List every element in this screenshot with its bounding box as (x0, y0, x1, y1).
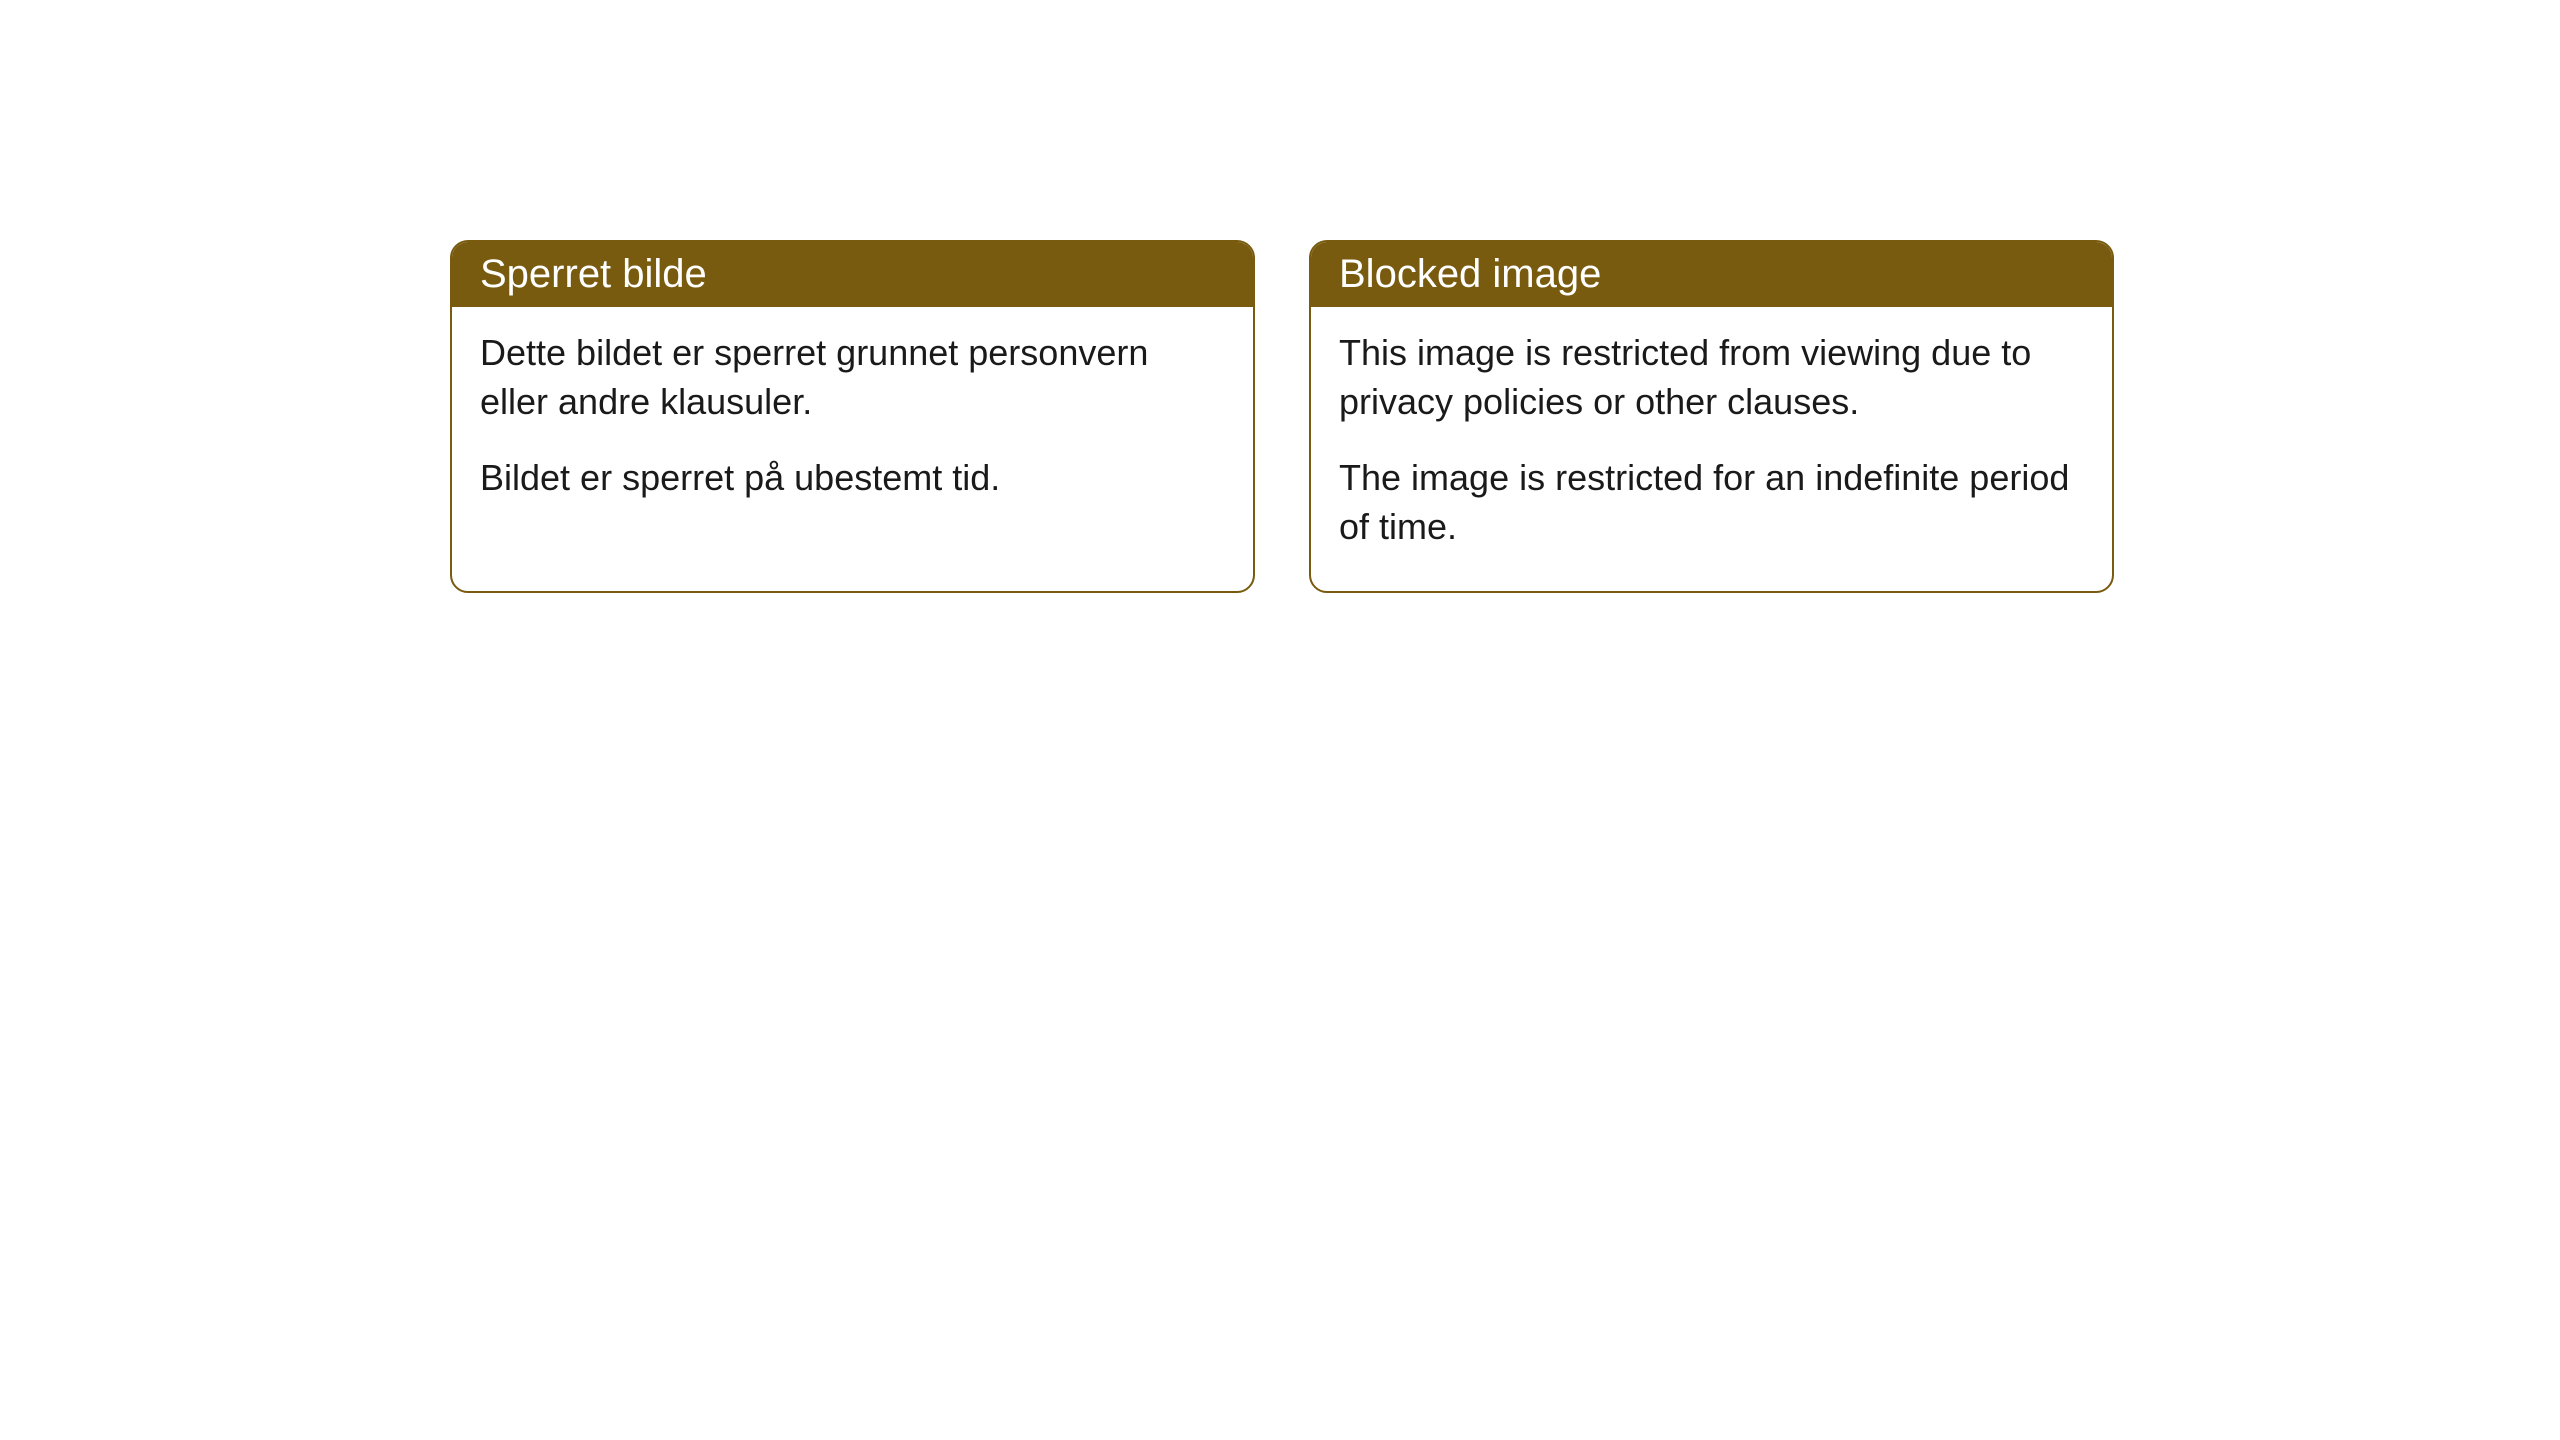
card-header: Blocked image (1311, 242, 2112, 307)
card-paragraph-2: Bildet er sperret på ubestemt tid. (480, 454, 1225, 503)
blocked-image-card-english: Blocked image This image is restricted f… (1309, 240, 2114, 593)
card-header: Sperret bilde (452, 242, 1253, 307)
card-paragraph-1: This image is restricted from viewing du… (1339, 329, 2084, 426)
card-paragraph-2: The image is restricted for an indefinit… (1339, 454, 2084, 551)
card-title: Sperret bilde (480, 252, 707, 296)
card-body: Dette bildet er sperret grunnet personve… (452, 307, 1253, 543)
blocked-image-card-norwegian: Sperret bilde Dette bildet er sperret gr… (450, 240, 1255, 593)
card-title: Blocked image (1339, 252, 1601, 296)
card-paragraph-1: Dette bildet er sperret grunnet personve… (480, 329, 1225, 426)
card-body: This image is restricted from viewing du… (1311, 307, 2112, 591)
cards-container: Sperret bilde Dette bildet er sperret gr… (450, 240, 2114, 593)
